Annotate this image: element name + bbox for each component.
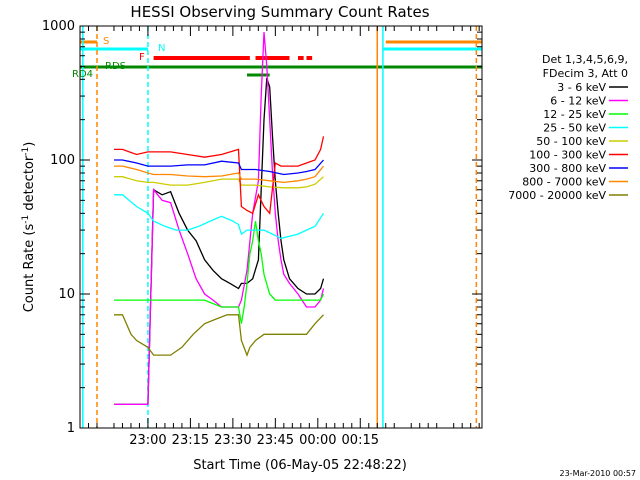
legend-label-1: 3 - 6 keV (557, 81, 606, 94)
plot-frame: 1 10 100 1000 23:00 23:15 23:30 23:45 00:00 00:15 (42, 19, 483, 448)
y-axis-label: Count Rate (s-1 detector-1) (21, 142, 37, 313)
series-line-7 (114, 159, 324, 176)
legend-label-8: 800 - 7000 keV (522, 176, 606, 189)
series-line-2 (114, 32, 325, 406)
series-line-5 (114, 176, 324, 189)
marker-label-f: F (139, 52, 145, 63)
y-tick-label: 1 (67, 421, 75, 436)
marker-label-rds: RDS (105, 61, 126, 72)
legend-header-line-2: FDecim 3, Att 0 (543, 67, 628, 80)
x-tick-label: 00:15 (342, 433, 379, 448)
series-line-4 (114, 194, 325, 240)
data-series (114, 32, 325, 406)
legend-label-9: 7000 - 20000 keV (508, 189, 606, 202)
series-line-1 (114, 77, 325, 406)
legend-label-6: 100 - 300 keV (529, 149, 606, 162)
x-tick-label: 00:00 (299, 433, 336, 448)
marker-label-n: N (158, 43, 165, 54)
footer-timestamp: 23-Mar-2010 00:57 (560, 469, 637, 478)
legend-label-2: 6 - 12 keV (550, 95, 606, 108)
series-line-6 (114, 136, 325, 215)
marker-label-s: S (103, 36, 109, 47)
marker-label-rd4: RD4 (72, 69, 93, 80)
legend-label-7: 300 - 800 keV (529, 162, 606, 175)
x-axis-label: Start Time (06-May-05 22:48:22) (193, 458, 407, 473)
series-line-3 (114, 221, 325, 324)
legend-label-5: 50 - 100 keV (536, 135, 606, 148)
x-tick-label: 23:15 (172, 433, 209, 448)
legend-header-line-1: Det 1,3,4,5,6,9, (542, 53, 628, 66)
y-tick-label: 1000 (42, 19, 75, 34)
y-tick-label: 10 (58, 287, 75, 302)
legend-label-3: 12 - 25 keV (543, 108, 606, 121)
plot-bars (80, 26, 482, 428)
series-line-9 (114, 314, 324, 357)
legend-label-4: 25 - 50 keV (543, 122, 606, 135)
x-tick-label: 23:30 (214, 433, 251, 448)
x-tick-label: 23:00 (129, 433, 166, 448)
series-line-8 (114, 165, 325, 184)
y-tick-label: 100 (50, 153, 75, 168)
x-tick-label: 23:45 (257, 433, 294, 448)
plot-border (79, 25, 483, 429)
chart-title: HESSI Observing Summary Count Rates (130, 3, 429, 21)
